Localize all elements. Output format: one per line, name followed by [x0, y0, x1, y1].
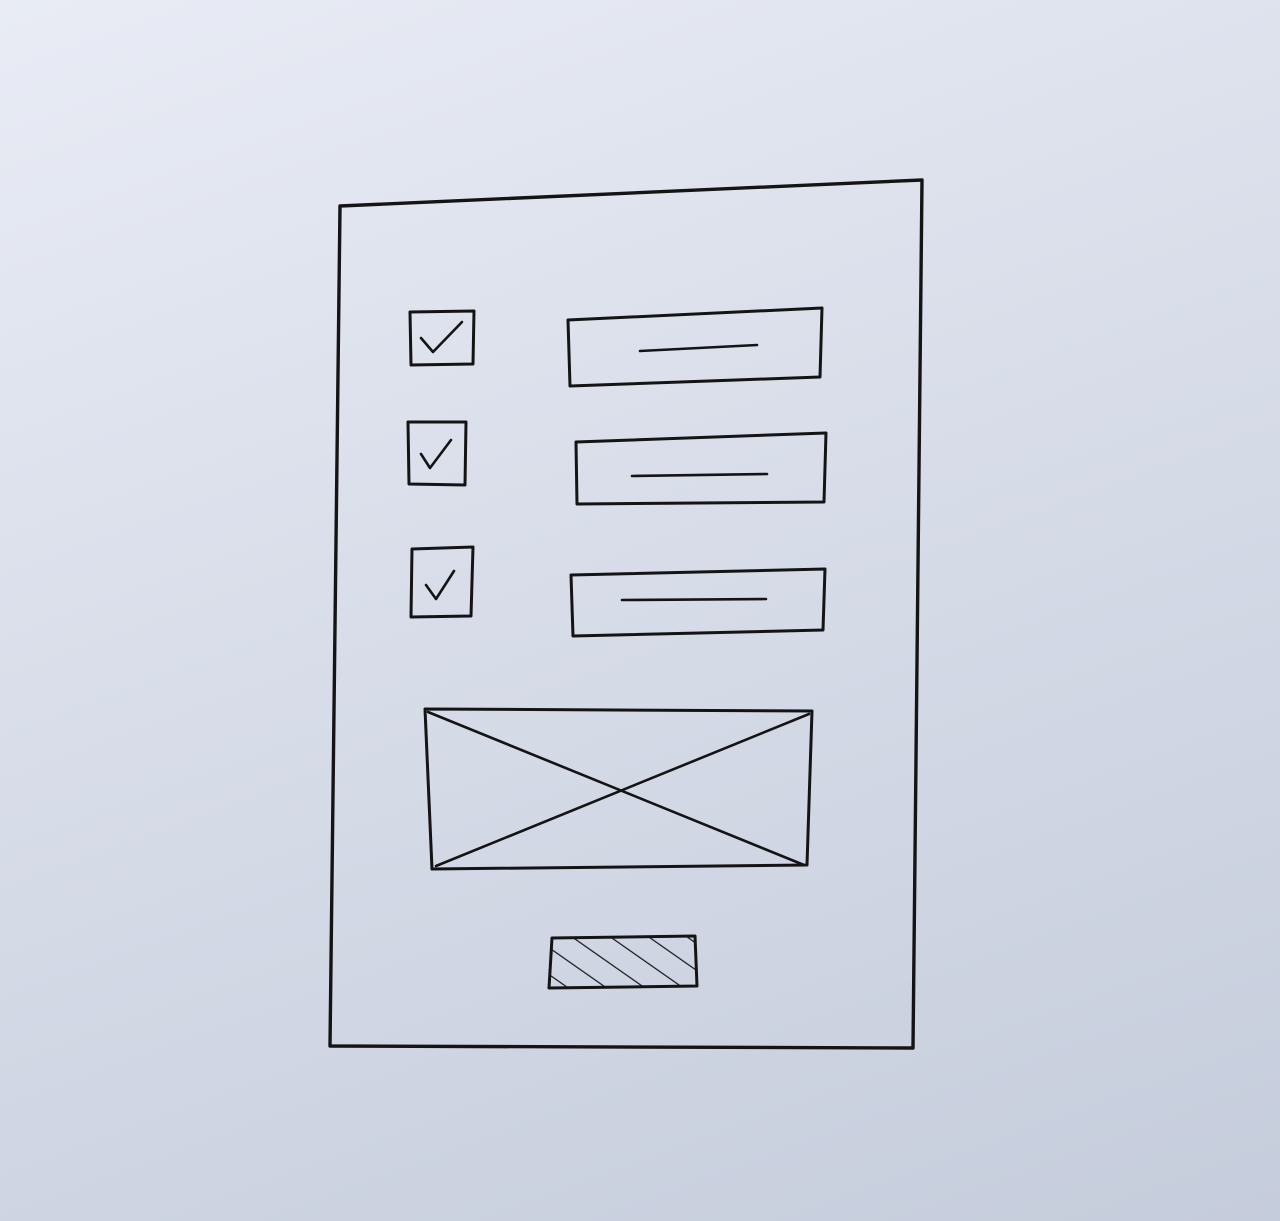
hatched-button[interactable]	[547, 934, 699, 990]
checkbox-row-2[interactable]	[406, 420, 468, 487]
hatched-button-fill	[549, 936, 697, 988]
checkbox-2[interactable]	[406, 420, 468, 487]
checkmark-icon	[419, 438, 453, 470]
text-field-1-box	[566, 306, 824, 388]
image-placeholder-frame	[423, 707, 814, 871]
hatched-button-border	[547, 934, 699, 990]
text-line-2	[630, 472, 769, 478]
checkbox-3[interactable]	[409, 545, 475, 619]
checkbox-row-3[interactable]	[409, 545, 475, 619]
text-field-3-box	[569, 567, 827, 638]
page-frame	[328, 178, 924, 1050]
text-field-1[interactable]	[566, 306, 824, 388]
checkmark-icon	[419, 320, 464, 354]
text-line-1	[638, 343, 759, 353]
text-field-2-box	[574, 431, 828, 506]
checkbox-row-1[interactable]	[408, 309, 476, 367]
text-field-3[interactable]	[569, 567, 827, 638]
image-placeholder	[423, 707, 814, 871]
image-placeholder-cross	[426, 710, 811, 868]
checkbox-1[interactable]	[408, 309, 476, 367]
text-field-2[interactable]	[574, 431, 828, 506]
checkmark-icon	[424, 569, 456, 601]
text-line-3	[620, 597, 768, 602]
